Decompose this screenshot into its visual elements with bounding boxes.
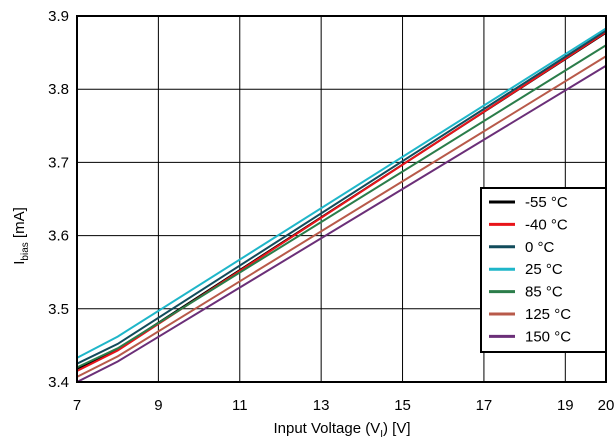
y-tick-label: 3.6 (48, 228, 69, 245)
legend-label: 0 °C (525, 239, 555, 256)
y-tick-label: 3.7 (48, 154, 69, 171)
legend: -55 °C -40 °C 0 °C 25 °C 85 °C 125 °C 150 °C (480, 187, 607, 353)
y-tick-label: 3.5 (48, 301, 69, 318)
x-tick-label: 15 (394, 397, 411, 414)
x-tick-label: 20 (598, 397, 615, 414)
legend-label: 85 °C (525, 284, 563, 301)
legend-label: 150 °C (525, 328, 571, 345)
series-line (76, 31, 607, 372)
series-lines (76, 27, 607, 383)
series-line (76, 64, 607, 383)
legend-label: 125 °C (525, 306, 571, 323)
x-tick-label: 19 (557, 397, 574, 414)
y-tick-label: 3.4 (48, 374, 69, 391)
legend-label: -55 °C (525, 194, 568, 211)
x-axis-label: Input Voltage (VI) [V] (273, 420, 410, 440)
legend-label: 25 °C (525, 261, 563, 278)
series-line (76, 55, 607, 378)
x-tick-label: 9 (154, 397, 162, 414)
x-tick-label: 7 (73, 397, 81, 414)
x-tick-label: 13 (313, 397, 330, 414)
y-tick-label: 3.8 (48, 81, 69, 98)
y-tick-labels: 3.4 3.5 3.6 3.7 3.8 3.9 (48, 8, 69, 391)
series-line (76, 29, 607, 365)
x-tick-label: 11 (232, 397, 248, 414)
x-tick-labels: 7 9 11 13 15 17 19 20 (73, 397, 615, 414)
y-axis-label: Ibias [mA] (11, 207, 31, 265)
series-line (76, 44, 607, 369)
y-tick-label: 3.9 (48, 8, 69, 25)
series-line (76, 27, 607, 359)
legend-label: -40 °C (525, 216, 568, 233)
x-tick-label: 17 (476, 397, 493, 414)
